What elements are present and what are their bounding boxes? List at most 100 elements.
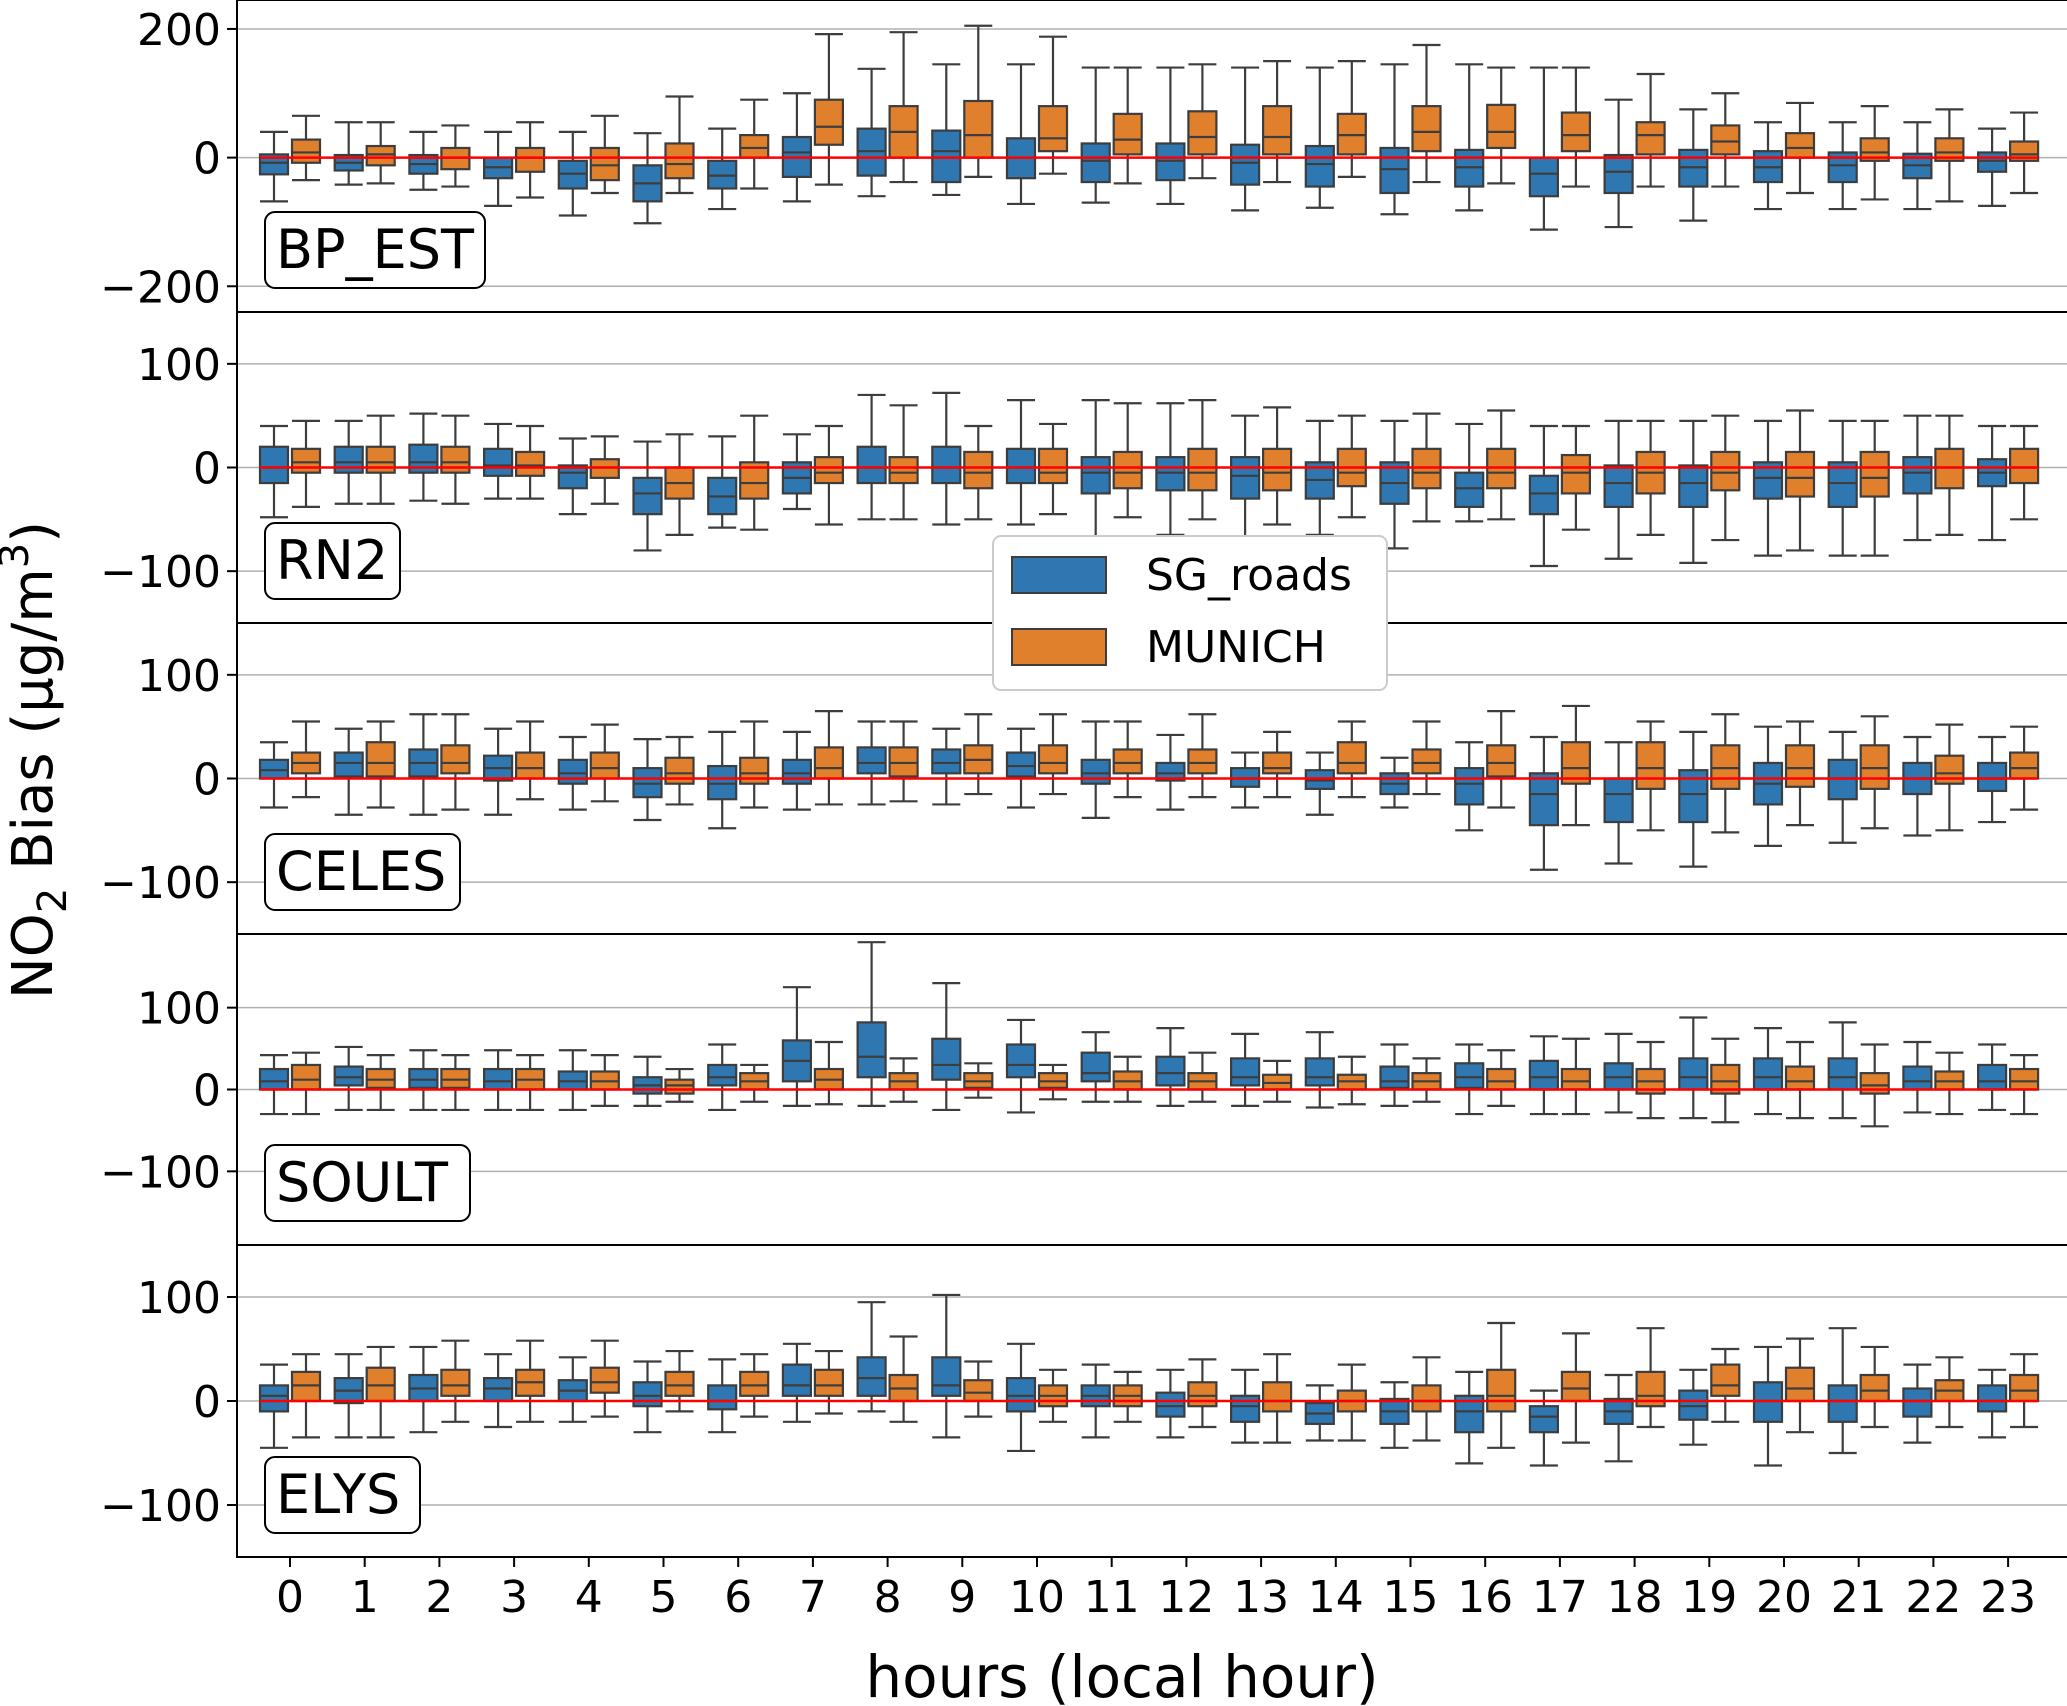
box-sg-roads-h19	[1678, 1368, 1709, 1446]
box-body	[1379, 146, 1410, 195]
y-tick-label: −100	[100, 1481, 221, 1532]
box-body	[1155, 761, 1186, 782]
box-sg-roads-h4	[557, 437, 588, 516]
box-sg-roads-h10	[1005, 1342, 1037, 1453]
box-body	[1261, 1381, 1293, 1413]
box-body	[1037, 447, 1069, 485]
box-sg-roads-h2	[408, 1345, 439, 1434]
box-body	[739, 756, 770, 785]
box-sg-roads-h4	[557, 130, 588, 217]
box-sg-roads-h17	[1528, 1035, 1560, 1116]
box-body	[1603, 777, 1634, 824]
box-sg-roads-h1	[333, 1353, 364, 1439]
box-body	[1603, 464, 1634, 508]
box-sg-roads-h18	[1603, 419, 1634, 560]
box-body	[589, 146, 620, 182]
panels-group: 200 0 −200 BP_EST 100 0 −100 RN2 100 0 −100 CELES 10…	[100, 0, 2067, 1558]
box-body	[1187, 748, 1218, 775]
box-munich-h18	[1635, 72, 1666, 188]
box-body	[1528, 474, 1560, 516]
station-label-box	[264, 211, 486, 289]
x-tick-label: 1	[351, 1572, 379, 1623]
box-munich-h15	[1411, 43, 1442, 184]
box-sg-roads-h0	[258, 424, 290, 519]
box-sg-roads-h23	[1976, 1043, 2008, 1112]
box-munich-h11	[1112, 402, 1143, 519]
box-sg-roads-h9	[931, 63, 962, 197]
box-body	[1411, 105, 1442, 153]
box-sg-roads-h20	[1752, 1027, 1784, 1116]
box-body	[1080, 758, 1111, 785]
y-tick-label: 100	[137, 1273, 221, 1324]
box-body	[1261, 447, 1293, 492]
x-tick-label: 5	[650, 1572, 678, 1623]
box-sg-roads-h0	[258, 1363, 290, 1449]
station-label: BP_EST	[276, 218, 475, 281]
box-body	[2008, 140, 2040, 162]
box-body	[632, 1381, 663, 1408]
box-munich-h6	[739, 1353, 770, 1418]
box-munich-h19	[1710, 414, 1741, 542]
y-tick-label: 0	[193, 1066, 221, 1117]
box-body	[1037, 744, 1069, 775]
box-body	[664, 1370, 695, 1397]
box-body	[1080, 142, 1111, 184]
box-munich-h15	[1411, 720, 1442, 796]
x-tick-label: 19	[1681, 1572, 1737, 1623]
box-sg-roads-h22	[1902, 414, 1933, 542]
box-body	[365, 144, 396, 167]
box-sg-roads-h19	[1678, 108, 1709, 222]
box-munich-h18	[1635, 1327, 1666, 1429]
box-munich-h10	[1037, 1063, 1069, 1101]
panel-soult: 100 0 −100 SOULT	[100, 933, 2067, 1246]
box-munich-h15	[1411, 1057, 1442, 1103]
box-body	[1229, 143, 1261, 186]
box-sg-roads-h19	[1678, 730, 1709, 868]
box-body	[1005, 751, 1037, 778]
box-munich-h4	[589, 1339, 620, 1418]
box-munich-h23	[2008, 1054, 2040, 1116]
x-tick-label: 2	[425, 1572, 453, 1623]
box-body	[483, 1067, 514, 1091]
box-munich-h15	[1411, 1356, 1442, 1442]
box-body	[931, 129, 962, 184]
box-body	[856, 1021, 887, 1079]
box-munich-h14	[1336, 1055, 1367, 1106]
box-body	[440, 1368, 471, 1397]
box-munich-h4	[589, 1054, 620, 1107]
box-munich-h0	[290, 114, 322, 182]
box-sg-roads-h14	[1304, 419, 1335, 536]
box-body	[1603, 153, 1634, 195]
box-sg-roads-h22	[1902, 1040, 1933, 1114]
box-sg-roads-h6	[707, 1043, 738, 1112]
box-munich-h3	[514, 424, 546, 500]
box-body	[258, 1067, 290, 1091]
box-sg-roads-h1	[333, 419, 364, 505]
box-munich-h5	[664, 1349, 695, 1413]
box-sg-roads-h20	[1752, 121, 1784, 211]
box-munich-h8	[888, 31, 919, 184]
box-sg-roads-h2	[408, 1049, 439, 1112]
box-body	[856, 1356, 887, 1397]
box-sg-roads-h19	[1678, 1016, 1709, 1120]
box-body	[1859, 1373, 1890, 1403]
box-sg-roads-h15	[1379, 63, 1410, 216]
box-body	[664, 1078, 695, 1095]
box-sg-roads-h9	[931, 727, 962, 806]
box-munich-h7	[813, 424, 845, 526]
box-sg-roads-h16	[1454, 422, 1485, 523]
box-sg-roads-h4	[557, 735, 588, 811]
box-sg-roads-h12	[1155, 1027, 1186, 1107]
box-body	[931, 445, 962, 485]
box-munich-h23	[2008, 424, 2040, 521]
box-sg-roads-h18	[1603, 1373, 1634, 1463]
box-body	[514, 450, 546, 477]
box-sg-roads-h20	[1752, 1345, 1784, 1467]
box-sg-roads-h10	[1005, 63, 1037, 206]
box-munich-h17	[1560, 424, 1592, 531]
box-body	[290, 138, 322, 164]
box-munich-h1	[365, 414, 396, 505]
station-label-box	[264, 522, 401, 600]
box-body	[1902, 456, 1933, 495]
station-label: SOULT	[276, 1151, 449, 1214]
